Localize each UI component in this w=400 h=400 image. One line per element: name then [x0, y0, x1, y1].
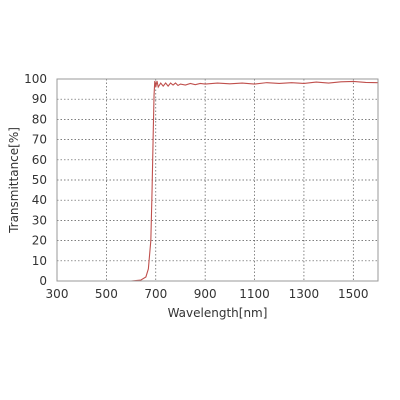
grid	[57, 79, 378, 281]
x-tick-label: 300	[46, 287, 69, 301]
tick-labels: 300 500 700 900 1100 1300 1500 0 10 20 30 40 50 60 70 8…	[24, 72, 368, 301]
x-tick-label: 1300	[289, 287, 320, 301]
y-tick-label: 30	[32, 213, 47, 227]
x-tick-label: 700	[144, 287, 167, 301]
x-axis-label: Wavelength[nm]	[168, 306, 268, 320]
y-tick-label: 80	[32, 112, 47, 126]
x-tick-label: 1100	[239, 287, 270, 301]
plot-area	[57, 79, 378, 281]
y-tick-label: 10	[32, 254, 47, 268]
plot-border	[56, 78, 379, 282]
y-tick-label: 90	[32, 92, 47, 106]
y-tick-label: 0	[39, 274, 47, 288]
x-tick-label: 900	[194, 287, 217, 301]
x-tick-label: 500	[95, 287, 118, 301]
y-axis-label: Transmittance[%]	[7, 127, 21, 234]
y-tick-label: 60	[32, 153, 47, 167]
y-tick-label: 70	[32, 133, 47, 147]
y-tick-label: 50	[32, 173, 47, 187]
x-tick-label: 1500	[338, 287, 369, 301]
transmittance-line	[57, 80, 379, 282]
y-tick-label: 100	[24, 72, 47, 86]
y-tick-label: 20	[32, 234, 47, 248]
y-tick-label: 40	[32, 193, 47, 207]
